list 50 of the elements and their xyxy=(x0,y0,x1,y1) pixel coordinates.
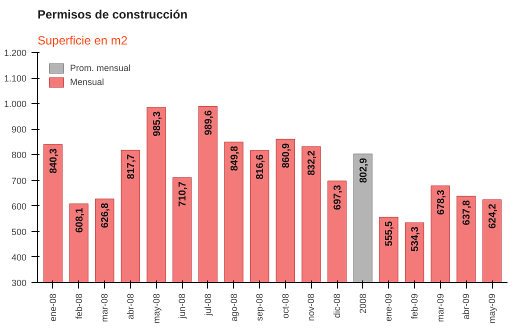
x-tick-label: oct-08 xyxy=(280,294,290,319)
y-tick-label: 400 xyxy=(11,252,27,262)
y-tick-label: 300 xyxy=(11,278,27,288)
data-label: 802,9 xyxy=(358,158,370,184)
x-tick-label: feb-08 xyxy=(74,293,84,320)
x-tick-label: abr-09 xyxy=(461,294,472,320)
data-label: 710,7 xyxy=(178,181,189,207)
x-tick-label: ago-08 xyxy=(228,293,239,322)
data-label: 626,8 xyxy=(100,202,112,228)
legend-label: Prom. mensual xyxy=(70,63,131,73)
y-tick-label: 1.200 xyxy=(4,48,27,58)
x-tick-label: mar-09 xyxy=(435,293,446,322)
x-tick-label: may-09 xyxy=(487,293,498,324)
data-label: 989,6 xyxy=(203,110,214,136)
data-label: 816,6 xyxy=(255,154,266,180)
chart-subtitle: Superficie en m2 xyxy=(38,34,128,48)
data-label: 840,3 xyxy=(48,148,60,174)
data-label: 608,1 xyxy=(74,207,86,233)
data-label: 860,9 xyxy=(280,142,292,168)
x-tick-label: nov-08 xyxy=(306,293,316,322)
x-tick-label: jul-08 xyxy=(202,293,213,317)
y-tick-label: 1.100 xyxy=(4,74,27,84)
x-tick-label: sep-08 xyxy=(254,293,265,322)
x-tick-label: 2008 xyxy=(358,293,368,314)
y-tick-label: 900 xyxy=(11,124,27,135)
y-tick-label: 600 xyxy=(11,201,27,212)
x-tick-label: jun-08 xyxy=(177,293,188,320)
y-tick-label: 1.000 xyxy=(4,99,27,110)
data-label: 697,3 xyxy=(332,184,344,210)
data-label: 555,5 xyxy=(384,220,396,246)
y-tick-label: 800 xyxy=(11,150,27,160)
data-label: 985,3 xyxy=(152,110,163,136)
y-tick-label: 500 xyxy=(11,226,27,237)
data-label: 832,2 xyxy=(306,150,318,176)
data-label: 624,2 xyxy=(488,203,499,229)
data-label: 637,8 xyxy=(462,200,473,226)
data-label: 678,3 xyxy=(436,189,447,215)
x-tick-label: may-08 xyxy=(151,293,162,324)
x-tick-label: abr-08 xyxy=(125,294,136,320)
y-tick-label: 700 xyxy=(11,176,27,186)
data-label: 534,3 xyxy=(410,226,422,252)
chart-title: Permisos de construcción xyxy=(38,8,188,22)
data-label: 817,7 xyxy=(126,154,137,180)
data-label: 849,8 xyxy=(229,146,240,172)
x-tick-label: dic-08 xyxy=(332,293,342,318)
x-tick-label: mar-08 xyxy=(100,293,110,322)
x-tick-label: ene-09 xyxy=(384,293,394,322)
legend-label: Mensual xyxy=(70,77,104,87)
x-tick-label: ene-08 xyxy=(48,293,58,322)
x-tick-label: feb-09 xyxy=(410,293,420,320)
